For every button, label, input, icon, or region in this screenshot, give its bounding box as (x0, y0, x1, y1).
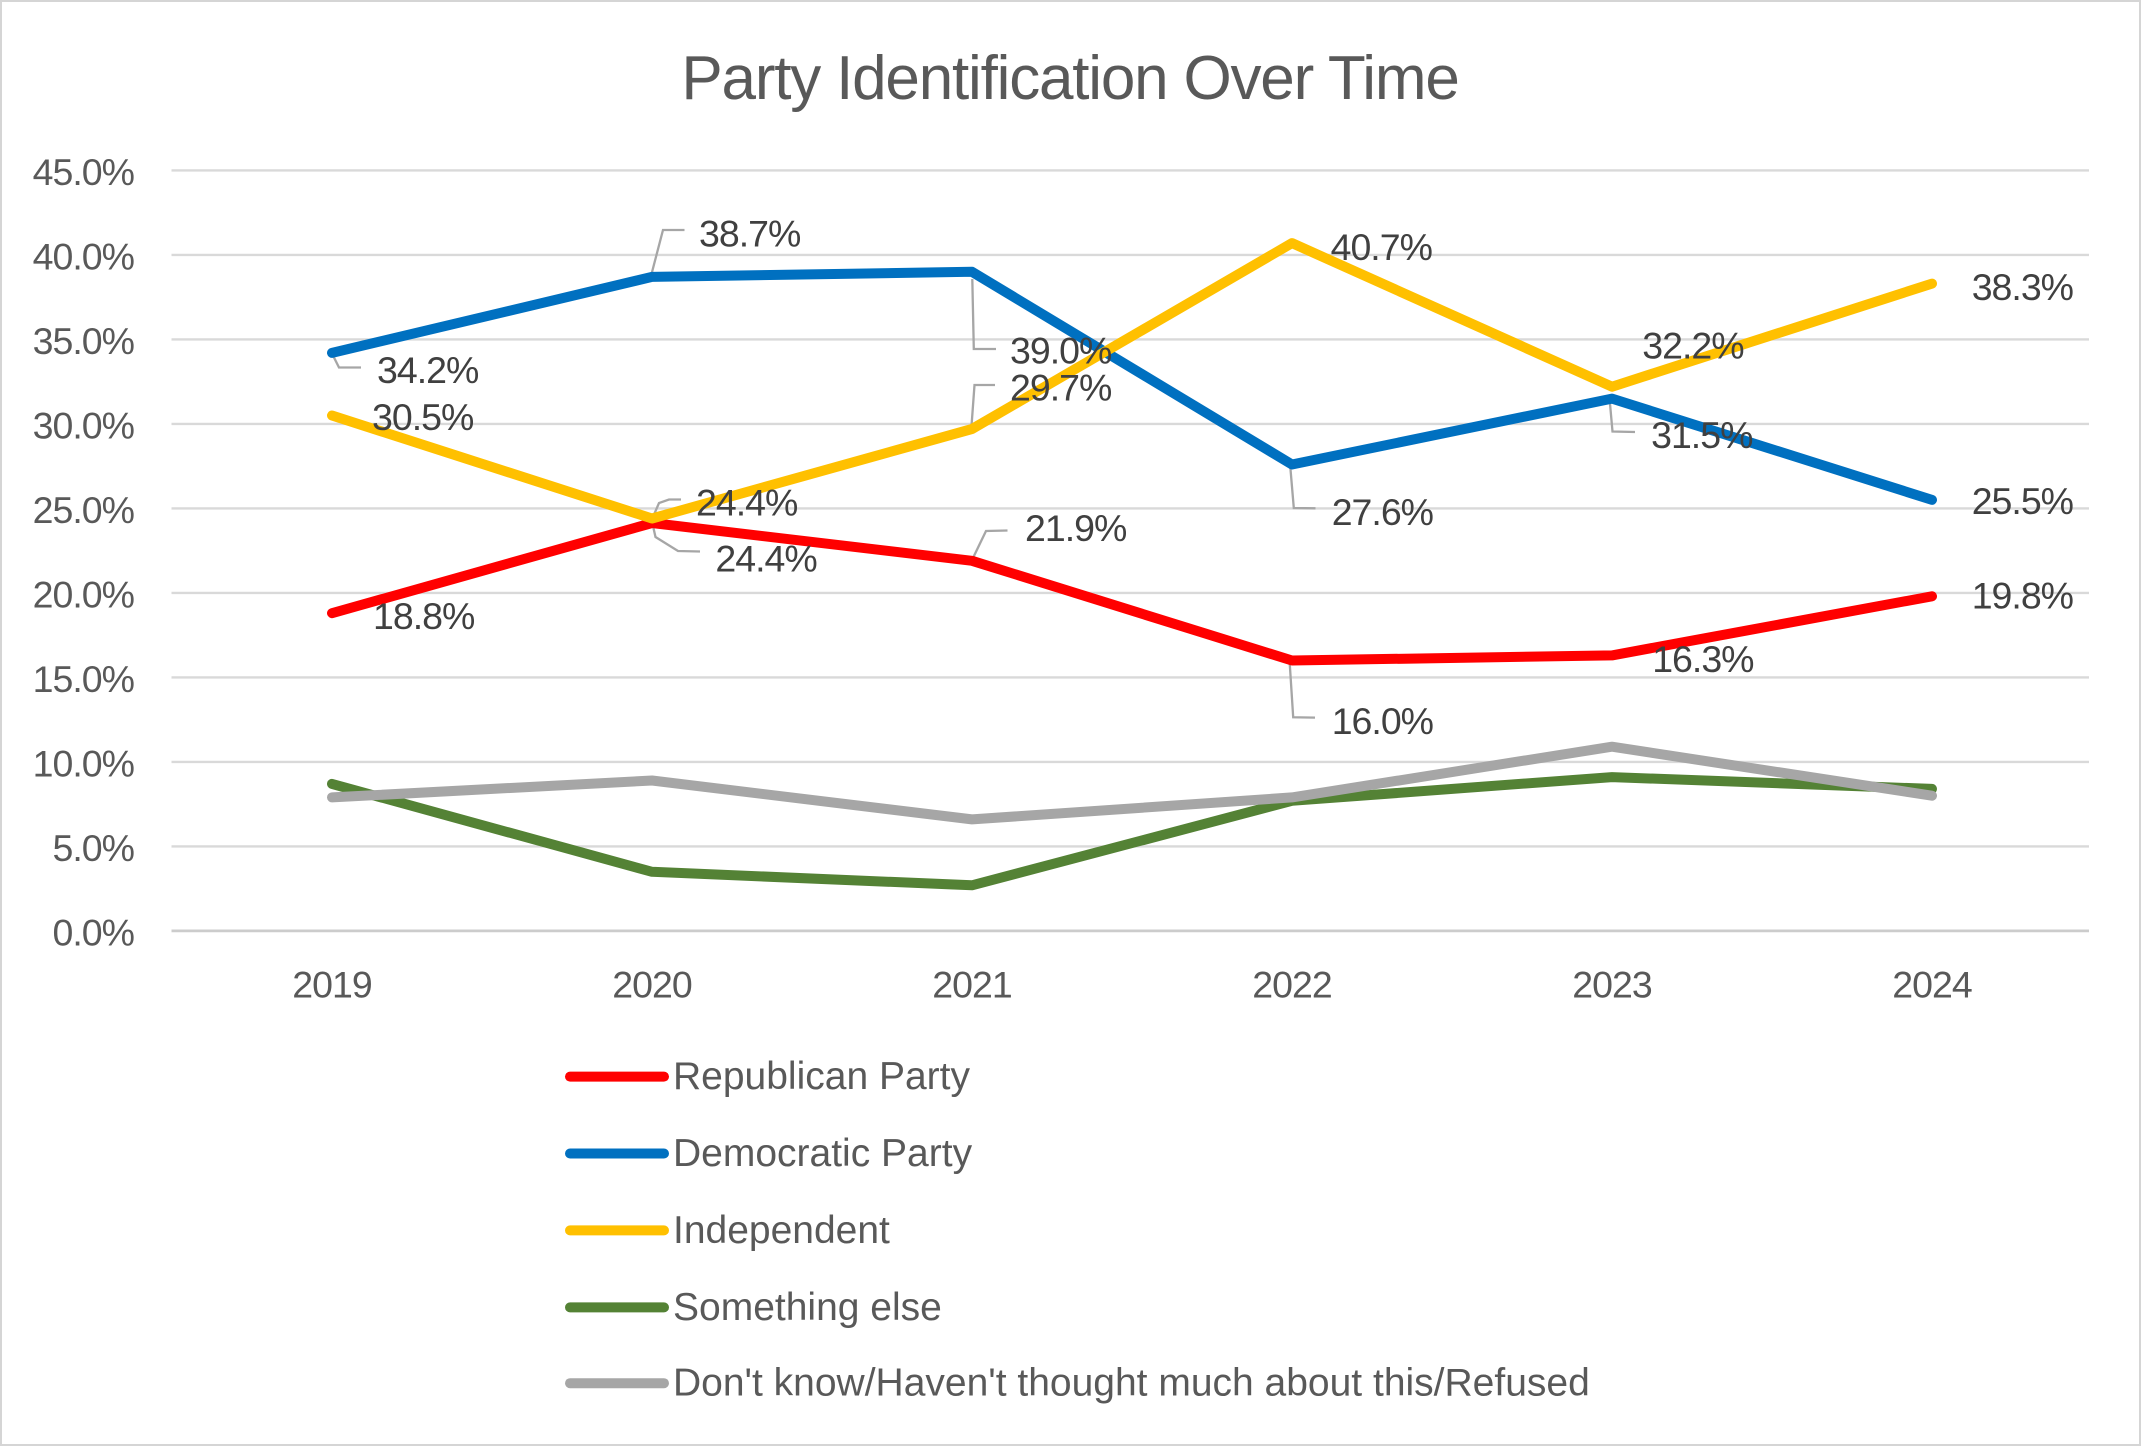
svg-text:2023: 2023 (1572, 964, 1652, 1006)
svg-text:20.0%: 20.0% (33, 573, 134, 615)
svg-text:2024: 2024 (1892, 964, 1972, 1006)
svg-text:15.0%: 15.0% (33, 658, 134, 700)
svg-text:25.5%: 25.5% (1972, 480, 2073, 522)
svg-text:30.0%: 30.0% (33, 404, 134, 446)
svg-text:16.3%: 16.3% (1652, 638, 1753, 680)
svg-text:21.9%: 21.9% (1025, 507, 1126, 549)
svg-text:Independent: Independent (673, 1209, 890, 1252)
svg-text:2022: 2022 (1252, 964, 1331, 1006)
svg-text:30.5%: 30.5% (372, 396, 473, 438)
svg-text:45.0%: 45.0% (33, 151, 134, 193)
svg-text:2021: 2021 (932, 964, 1012, 1006)
svg-text:40.7%: 40.7% (1331, 226, 1432, 268)
svg-text:2020: 2020 (612, 964, 692, 1006)
svg-text:35.0%: 35.0% (33, 320, 134, 362)
svg-text:32.2%: 32.2% (1642, 325, 1743, 367)
svg-text:10.0%: 10.0% (33, 742, 134, 784)
svg-text:27.6%: 27.6% (1332, 491, 1433, 533)
svg-text:24.4%: 24.4% (696, 482, 797, 524)
svg-text:39.0%: 39.0% (1010, 329, 1111, 371)
svg-text:2019: 2019 (292, 964, 372, 1006)
svg-text:5.0%: 5.0% (53, 827, 134, 869)
svg-text:40.0%: 40.0% (33, 235, 134, 277)
svg-text:18.8%: 18.8% (373, 595, 474, 637)
svg-text:16.0%: 16.0% (1332, 700, 1433, 742)
svg-text:Democratic Party: Democratic Party (673, 1132, 973, 1175)
svg-text:29.7%: 29.7% (1010, 367, 1111, 409)
svg-text:19.8%: 19.8% (1972, 575, 2073, 617)
svg-text:0.0%: 0.0% (53, 911, 134, 953)
svg-text:31.5%: 31.5% (1651, 414, 1752, 456)
svg-text:Party Identification Over Time: Party Identification Over Time (681, 44, 1458, 113)
svg-text:Republican Party: Republican Party (673, 1055, 970, 1098)
svg-text:25.0%: 25.0% (33, 489, 134, 531)
svg-text:38.7%: 38.7% (699, 212, 800, 254)
svg-text:Something else: Something else (673, 1286, 942, 1329)
svg-text:38.3%: 38.3% (1972, 266, 2073, 308)
svg-text:24.4%: 24.4% (715, 537, 816, 579)
svg-text:Don't know/Haven't thought muc: Don't know/Haven't thought much about th… (673, 1362, 1590, 1405)
svg-text:34.2%: 34.2% (377, 349, 478, 391)
